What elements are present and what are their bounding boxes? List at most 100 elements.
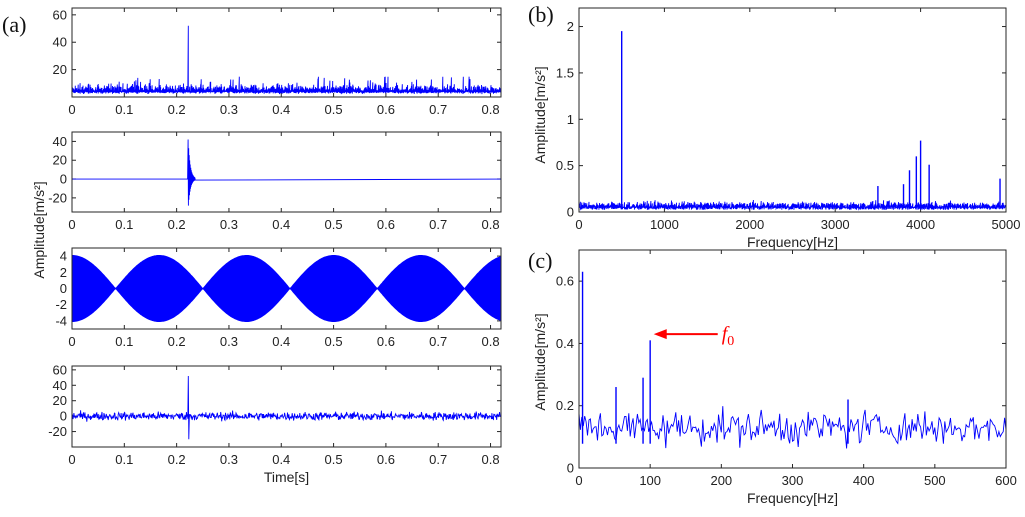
y-tick-label: -2 xyxy=(55,297,67,312)
x-tick-label: 0.2 xyxy=(168,102,186,117)
x-tick-label: 0 xyxy=(68,334,75,349)
y-tick-label: -20 xyxy=(48,190,67,205)
x-tick-label: 5000 xyxy=(992,217,1021,232)
y-tick-label: 20 xyxy=(53,153,67,168)
x-tick-label: 0.3 xyxy=(220,452,238,467)
plot-frame-c xyxy=(578,249,1007,469)
axes-c: 0 100 200 300 400 500 600 0 0.2 0.4 0.6 Frequency[H… xyxy=(556,249,1017,506)
annotation-arrowhead xyxy=(653,329,667,340)
x-tick-label: 0.1 xyxy=(115,334,133,349)
plot-frame-a4 xyxy=(71,365,502,448)
y-tick-label: 0 xyxy=(60,172,67,187)
x-tick-label: 0.3 xyxy=(220,217,238,232)
x-tick-label: 0.5 xyxy=(325,102,343,117)
x-tick-label: 0.7 xyxy=(429,334,447,349)
x-tick-label: 0.3 xyxy=(220,334,238,349)
series-line-b xyxy=(579,199,1006,211)
x-tick-label: 500 xyxy=(924,473,946,488)
y-tick-label: 60 xyxy=(53,362,67,377)
b-y-axis-title: Amplitude[m/s²] xyxy=(532,66,548,163)
x-tick-label: 0.7 xyxy=(429,452,447,467)
panel-label-c: (c) xyxy=(528,248,552,273)
y-tick-label: 4 xyxy=(60,249,67,264)
x-tick-label: 4000 xyxy=(906,217,935,232)
panel-label-b: (b) xyxy=(528,2,554,27)
y-tick-label: 2 xyxy=(60,265,67,280)
x-tick-label: 0.2 xyxy=(168,452,186,467)
y-tick-label: 60 xyxy=(53,7,67,22)
series-line-a4 xyxy=(72,375,501,440)
x-tick-label: 0.1 xyxy=(115,217,133,232)
x-tick-label: 1000 xyxy=(650,217,679,232)
x-tick-label: 0.3 xyxy=(220,102,238,117)
panel-label-a: (a) xyxy=(2,12,26,37)
x-tick-label: 0.6 xyxy=(377,217,395,232)
x-tick-label: 0.8 xyxy=(481,452,499,467)
c-y-axis-title: Amplitude[m/s²] xyxy=(532,313,548,410)
y-tick-label: 2 xyxy=(567,19,574,34)
x-tick-label: 3000 xyxy=(821,217,850,232)
x-tick-label: 0.4 xyxy=(272,452,290,467)
x-tick-label: 600 xyxy=(995,473,1017,488)
y-tick-label: -4 xyxy=(55,313,67,328)
x-tick-label: 0.7 xyxy=(429,217,447,232)
y-tick-label: 1 xyxy=(567,112,574,127)
x-tick-label: 0.2 xyxy=(168,334,186,349)
x-tick-label: 200 xyxy=(710,473,732,488)
x-axis-title-a4: Time[s] xyxy=(264,469,309,485)
y-tick-label: 0.4 xyxy=(556,336,574,351)
series-line-a2 xyxy=(72,139,501,206)
x-tick-label: 0.4 xyxy=(272,102,290,117)
y-tick-label: 0.6 xyxy=(556,274,574,289)
plot-frame-a3 xyxy=(71,247,502,330)
x-tick-label: 0.5 xyxy=(325,334,343,349)
plot-frame-a1 xyxy=(71,7,502,98)
y-tick-label: 40 xyxy=(53,134,67,149)
x-tick-label: 100 xyxy=(639,473,661,488)
x-tick-label: 0.4 xyxy=(272,217,290,232)
axes-a4: 0 0.1 0.2 0.3 0.4 0.5 0.6 0.7 0.8-200204060Time[… xyxy=(48,362,502,485)
x-tick-label: 400 xyxy=(853,473,875,488)
series-line-a1 xyxy=(72,25,501,95)
y-tick-label: 20 xyxy=(53,393,67,408)
x-tick-label: 0.2 xyxy=(168,217,186,232)
x-axis-title-c: Frequency[Hz] xyxy=(747,490,838,506)
x-tick-label: 0 xyxy=(68,102,75,117)
y-tick-label: 0.5 xyxy=(556,158,574,173)
y-tick-label: 0 xyxy=(567,461,574,476)
x-tick-label: 0 xyxy=(575,217,582,232)
y-tick-label: 0 xyxy=(60,281,67,296)
plot-frame-b xyxy=(578,7,1007,213)
x-tick-label: 2000 xyxy=(735,217,764,232)
x-tick-label: 0.5 xyxy=(325,452,343,467)
x-tick-label: 0.1 xyxy=(115,102,133,117)
f0-annotation: f0 xyxy=(653,323,735,349)
y-tick-label: 20 xyxy=(53,62,67,77)
y-tick-label: 40 xyxy=(53,35,67,50)
axes-b: 0 1000 2000 3000 4000 5000 0 0.5 1 1.5 2 Frequency[… xyxy=(556,7,1021,250)
series-area-a3 xyxy=(72,255,501,322)
y-tick-label: 0 xyxy=(567,205,574,220)
x-tick-label: 0.8 xyxy=(481,217,499,232)
y-tick-label: 0 xyxy=(60,409,67,424)
x-axis-title-b: Frequency[Hz] xyxy=(747,234,838,250)
y-tick-label: 0.2 xyxy=(556,398,574,413)
x-tick-label: 0 xyxy=(575,473,582,488)
annotation-subscript: 0 xyxy=(727,334,734,349)
x-tick-label: 300 xyxy=(782,473,804,488)
x-tick-label: 0.1 xyxy=(115,452,133,467)
y-tick-label: -20 xyxy=(48,424,67,439)
x-tick-label: 0.7 xyxy=(429,102,447,117)
x-tick-label: 0.8 xyxy=(481,102,499,117)
x-tick-label: 0.4 xyxy=(272,334,290,349)
left-y-axis-title: Amplitude[m/s²] xyxy=(31,181,47,278)
y-tick-label: 1.5 xyxy=(556,65,574,80)
x-tick-label: 0.6 xyxy=(377,334,395,349)
axes-a1: 0 0.1 0.2 0.3 0.4 0.5 0.6 0.7 0.8 20 40 60 xyxy=(53,7,502,117)
x-tick-label: 0.8 xyxy=(481,334,499,349)
annotation-label: f0 xyxy=(722,323,735,349)
x-tick-label: 0 xyxy=(68,217,75,232)
x-tick-label: 0.6 xyxy=(377,452,395,467)
